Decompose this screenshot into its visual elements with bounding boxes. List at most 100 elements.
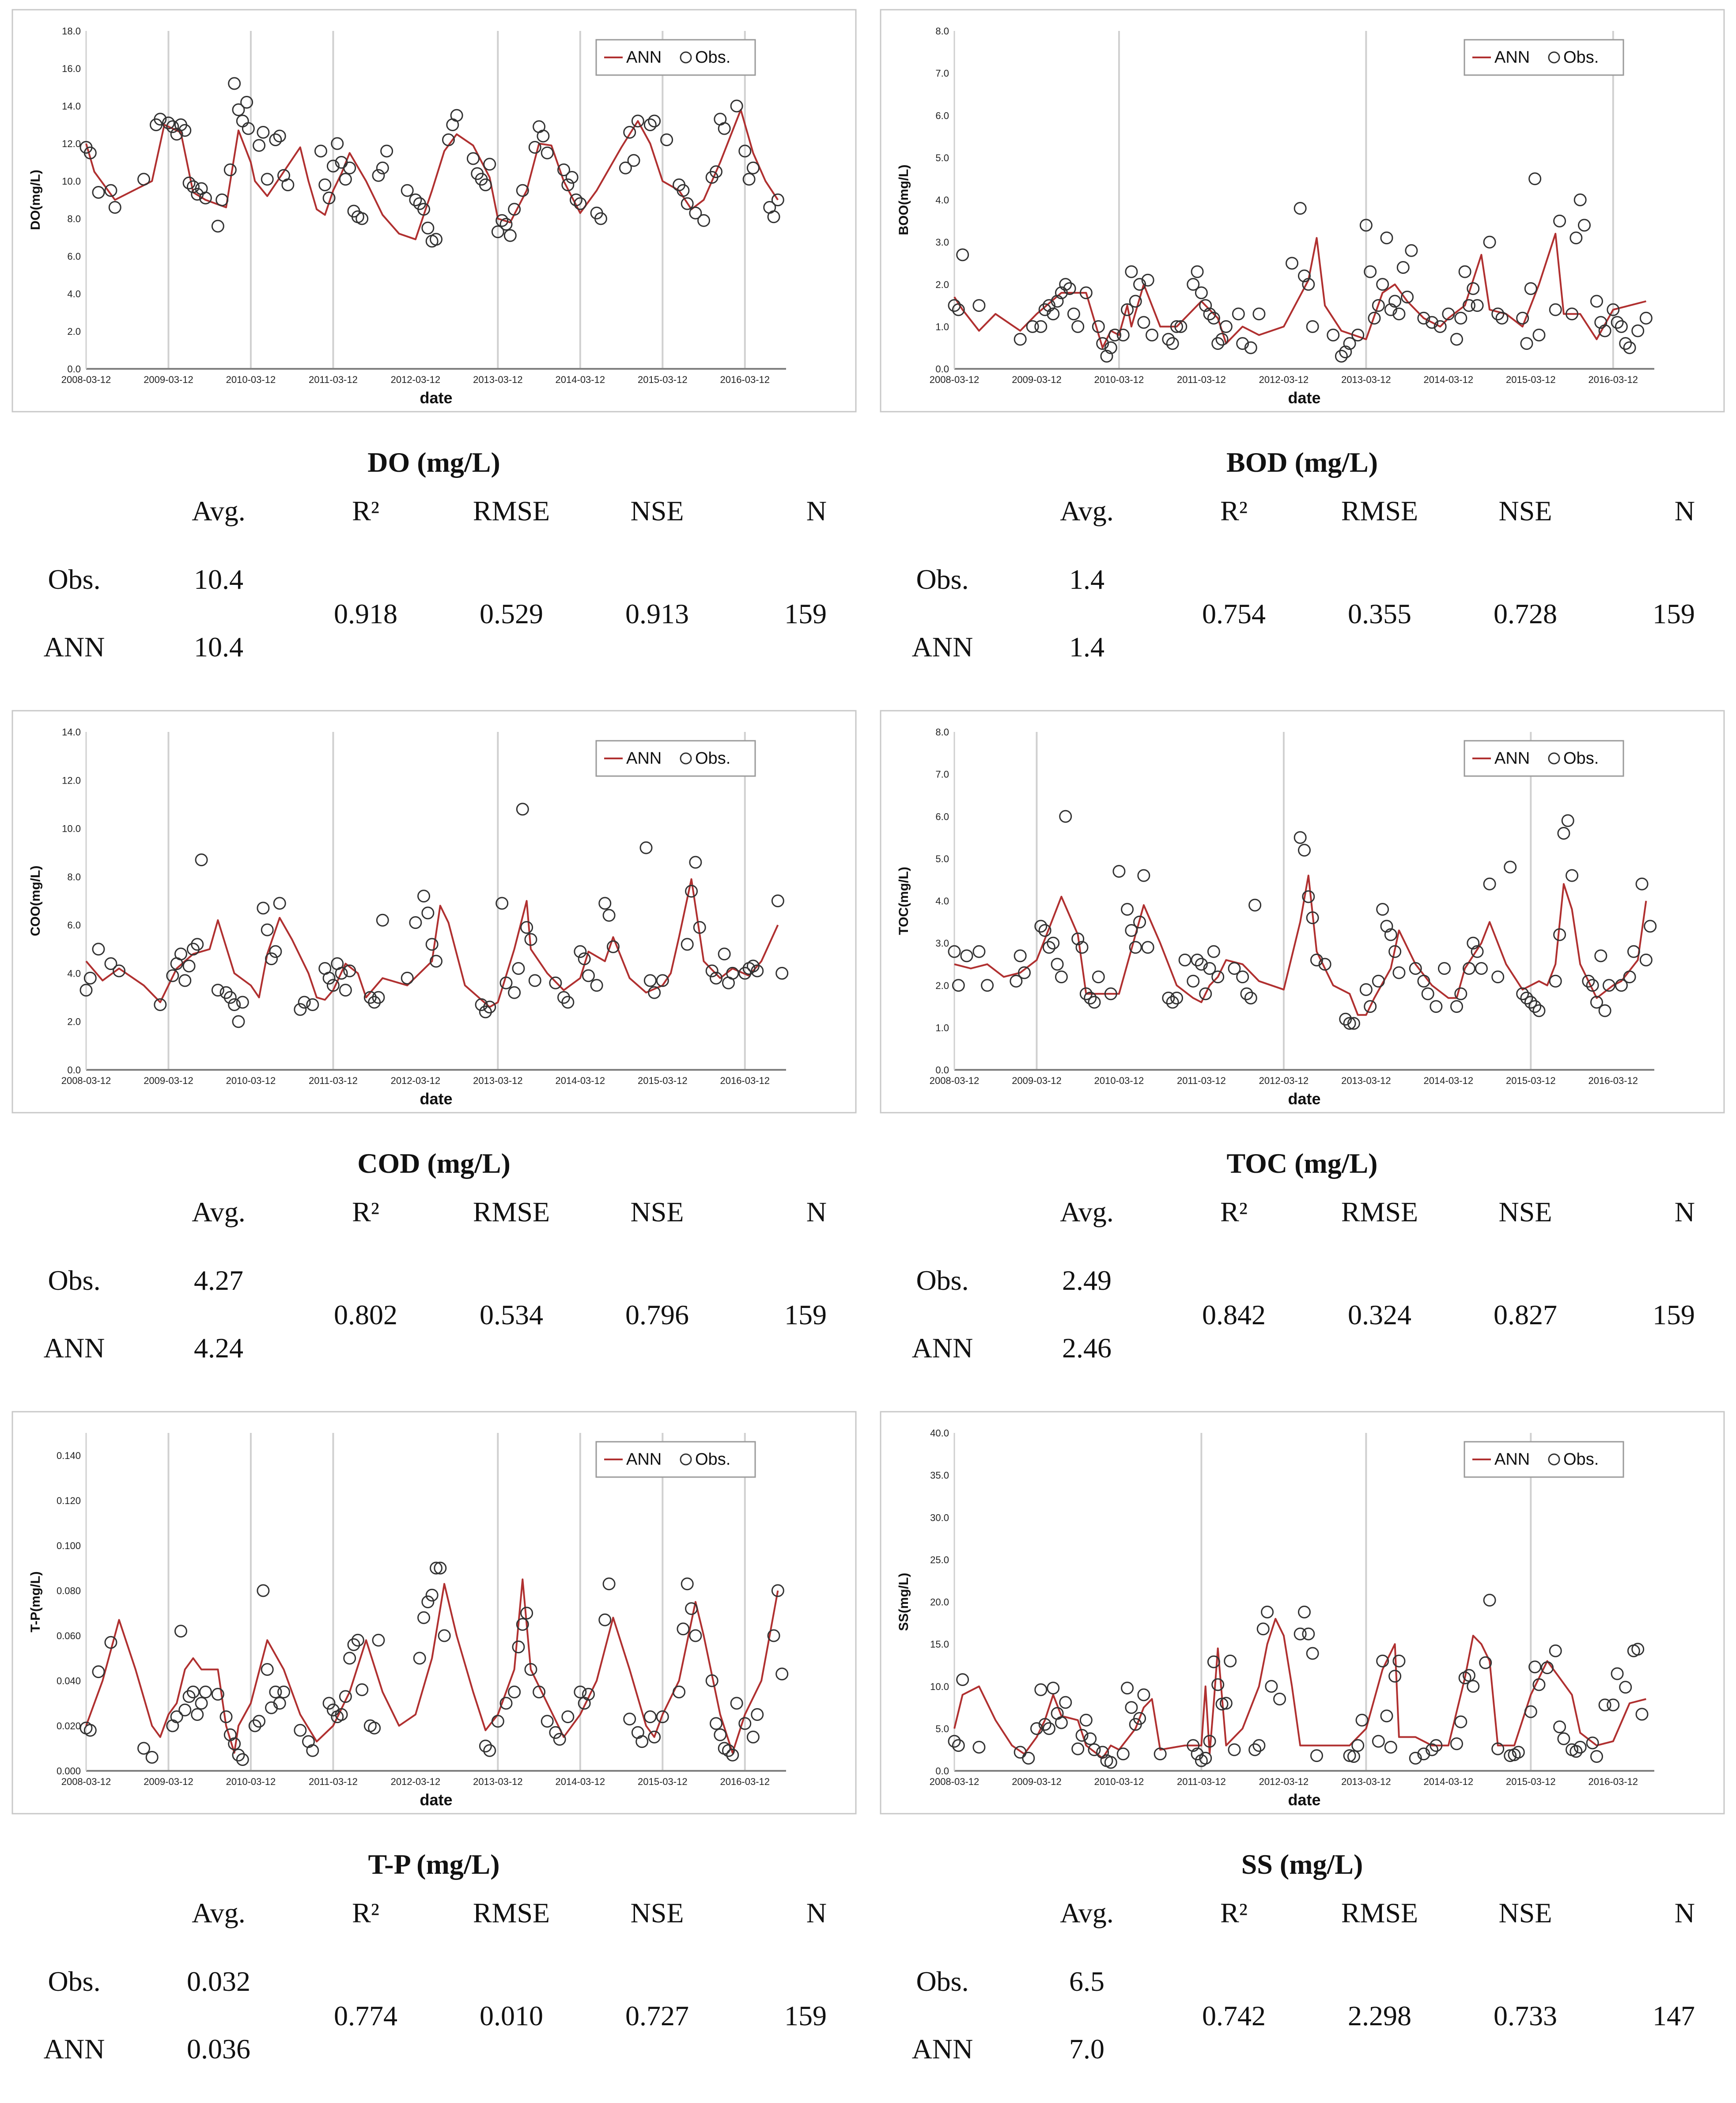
obs-point bbox=[1364, 1000, 1377, 1013]
obs-point bbox=[742, 173, 756, 186]
obs-point bbox=[1524, 1705, 1537, 1718]
obs-point bbox=[195, 1697, 208, 1710]
obs-point bbox=[421, 221, 435, 235]
obs-point bbox=[1483, 877, 1496, 890]
obs-point bbox=[1166, 996, 1179, 1009]
obs-point bbox=[417, 1611, 431, 1624]
obs-point bbox=[1570, 1745, 1583, 1758]
x-tick-label: 2009-03-12 bbox=[1012, 1075, 1062, 1086]
obs-point bbox=[1570, 231, 1583, 245]
n-header: N bbox=[806, 495, 827, 527]
obs-point bbox=[1335, 349, 1348, 363]
obs-point bbox=[1454, 311, 1467, 325]
avg-header: Avg. bbox=[1060, 1897, 1114, 1929]
y-tick-label: 0.060 bbox=[57, 1630, 81, 1641]
chart-ss: 0.0 5.0 10.0 15.0 20.0 25.0 30.0 35.0 40.0 2008-0… bbox=[868, 1402, 1736, 1822]
obs-point bbox=[746, 161, 760, 174]
obs-point bbox=[1639, 311, 1653, 325]
obs-point bbox=[92, 1665, 105, 1679]
obs-point bbox=[240, 96, 253, 109]
obs-point bbox=[191, 938, 204, 951]
obs-point bbox=[1483, 235, 1496, 249]
rmse-header: RMSE bbox=[473, 1196, 550, 1228]
obs-point bbox=[1203, 962, 1216, 975]
obs-point bbox=[1491, 970, 1505, 984]
obs-point bbox=[265, 952, 278, 966]
obs-point bbox=[722, 1744, 735, 1757]
obs-point bbox=[1187, 278, 1200, 291]
obs-point bbox=[1137, 316, 1150, 329]
obs-point bbox=[1561, 814, 1574, 827]
obs-point bbox=[516, 1618, 529, 1631]
obs-row-label: Obs. bbox=[48, 1966, 101, 1997]
obs-point bbox=[154, 998, 167, 1011]
obs-point bbox=[1236, 337, 1249, 350]
r2-header: R² bbox=[352, 1897, 379, 1929]
obs-point bbox=[1380, 920, 1393, 933]
r2-header: R² bbox=[352, 495, 379, 527]
obs-point bbox=[952, 1739, 965, 1752]
n-value: 147 bbox=[1653, 2000, 1695, 2031]
x-tick-label: 2011-03-12 bbox=[1177, 1776, 1226, 1787]
obs-point bbox=[561, 1710, 575, 1724]
r2-value: 0.842 bbox=[1202, 1299, 1266, 1330]
obs-point bbox=[1590, 1750, 1603, 1763]
obs-point bbox=[1075, 1729, 1089, 1742]
avg-header: Avg. bbox=[192, 1196, 246, 1228]
y-tick-label: 10.0 bbox=[62, 823, 81, 834]
obs-point bbox=[1195, 286, 1208, 299]
obs-point bbox=[1623, 970, 1636, 984]
ann-series-line bbox=[953, 1618, 1646, 1759]
obs-point bbox=[335, 1708, 348, 1721]
y-tick-label: 4.0 bbox=[67, 968, 81, 979]
n-value: 159 bbox=[784, 598, 827, 629]
chart-svg-bod: 0.0 1.0 2.0 3.0 4.0 5.0 6.0 7.0 8.0 2008-03-12 200… bbox=[880, 9, 1725, 413]
obs-point bbox=[718, 947, 731, 961]
x-tick-label: 2008-03-12 bbox=[930, 1776, 980, 1787]
x-tick-label: 2011-03-12 bbox=[1177, 374, 1226, 385]
y-tick-label: 8.0 bbox=[935, 26, 949, 37]
panel-title: COD (mg/L) bbox=[357, 1148, 511, 1179]
obs-point bbox=[623, 1713, 636, 1726]
obs-point bbox=[1644, 920, 1657, 933]
obs-point bbox=[499, 1697, 513, 1710]
obs-point bbox=[1639, 953, 1653, 966]
obs-point bbox=[1055, 286, 1068, 299]
obs-point bbox=[104, 184, 117, 197]
obs-point bbox=[306, 1744, 319, 1757]
obs-point bbox=[1372, 1735, 1385, 1748]
obs-point bbox=[322, 191, 336, 205]
obs-point bbox=[1018, 966, 1031, 979]
obs-point bbox=[582, 1688, 595, 1701]
nse-header: NSE bbox=[1498, 1196, 1552, 1228]
obs-point bbox=[1191, 265, 1204, 278]
obs-point bbox=[1248, 898, 1262, 912]
obs-point bbox=[681, 197, 694, 210]
legend-obs-label: Obs. bbox=[695, 1450, 730, 1469]
n-value: 159 bbox=[1653, 1299, 1695, 1330]
x-tick-label: 2015-03-12 bbox=[638, 1075, 688, 1086]
nse-header: NSE bbox=[630, 1897, 684, 1929]
chart-svg-cod: 0.0 2.0 4.0 6.0 8.0 10.0 12.0 14.0 2008-03-12 200… bbox=[11, 710, 857, 1114]
obs-point bbox=[1199, 987, 1212, 1000]
obs-point bbox=[232, 1015, 245, 1028]
obs-point bbox=[491, 1715, 504, 1728]
obs-point bbox=[1096, 337, 1109, 350]
obs-point bbox=[1573, 1740, 1587, 1754]
obs-point bbox=[281, 178, 295, 191]
obs-point bbox=[1051, 958, 1064, 971]
obs-point bbox=[1174, 320, 1188, 333]
x-tick-label: 2015-03-12 bbox=[638, 374, 688, 385]
obs-point bbox=[508, 1686, 521, 1698]
obs-point bbox=[1479, 1656, 1492, 1669]
obs-point bbox=[574, 1686, 587, 1698]
legend-obs-swatch bbox=[680, 1453, 692, 1466]
obs-point bbox=[1450, 1000, 1463, 1013]
y-tick-label: 6.0 bbox=[67, 920, 81, 931]
y-tick-label: 0.000 bbox=[57, 1766, 81, 1777]
obs-point bbox=[216, 193, 229, 206]
x-tick-label: 2012-03-12 bbox=[1259, 1075, 1309, 1086]
obs-point bbox=[1491, 1742, 1505, 1755]
obs-point bbox=[1100, 349, 1113, 363]
obs-point bbox=[339, 173, 352, 186]
